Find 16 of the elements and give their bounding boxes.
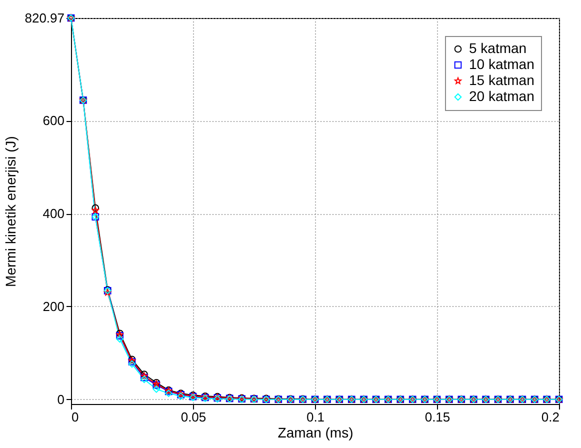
y-tick-label: 600: [42, 113, 64, 128]
legend-label: 15 katman: [469, 72, 534, 88]
x-tick-label: 0.05: [180, 410, 206, 424]
x-tick-label: 0.1: [306, 410, 325, 424]
legend-label: 20 katman: [469, 88, 534, 104]
y-axis-title: Mermi kinetik enerjisi (J): [2, 136, 19, 287]
x-axis-title: Zaman (ms): [278, 424, 354, 440]
legend-label: 5 katman: [469, 40, 527, 56]
x-tick-label: 0.2: [541, 410, 560, 424]
x-tick-label: 0: [72, 410, 79, 424]
y-tick-label: 200: [42, 298, 64, 314]
y-tick-label: 820.97: [24, 10, 64, 26]
y-tick-label: 0: [57, 392, 64, 407]
legend-label: 10 katman: [469, 56, 534, 72]
y-tick-label: 400: [42, 206, 64, 222]
x-tick-label: 0.15: [424, 410, 450, 424]
